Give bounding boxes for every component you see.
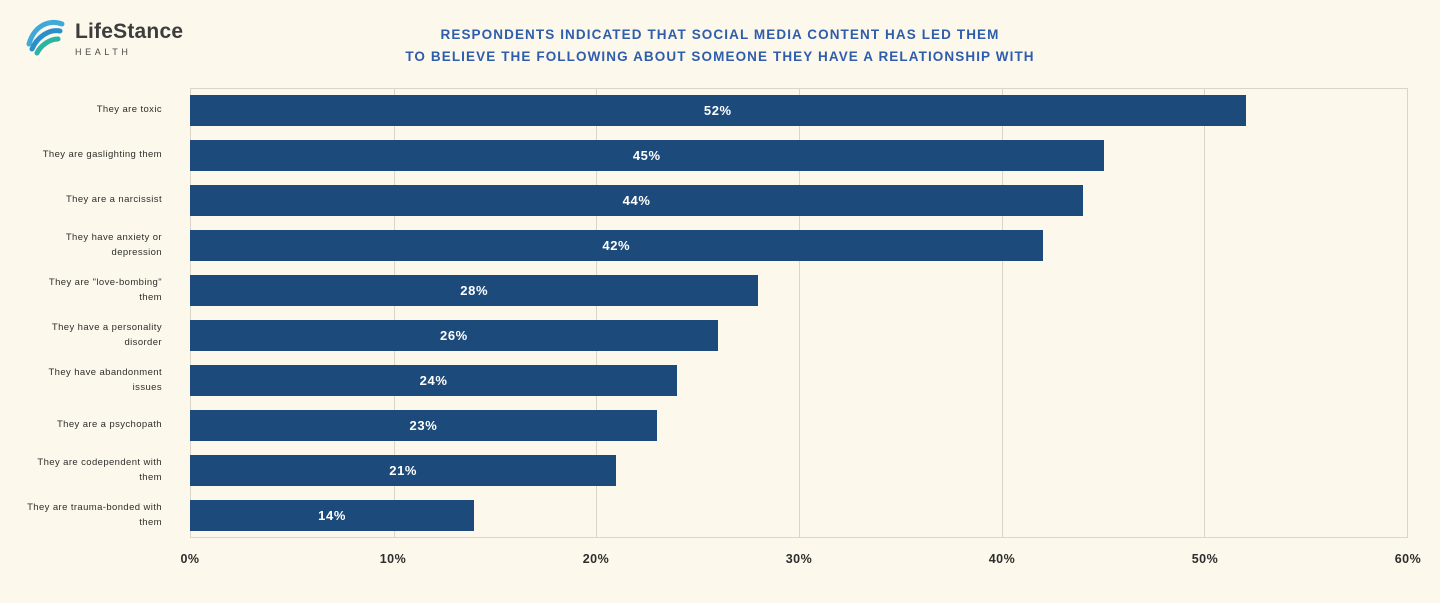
bar: 42% — [190, 230, 1043, 261]
x-axis: 0% 10% 20% 30% 40% 50% 60% — [180, 538, 1420, 578]
bar-track: 28% — [190, 275, 1408, 306]
bar-track: 23% — [190, 410, 1408, 441]
gridline — [1204, 89, 1206, 537]
chart-title-line2: TO BELIEVE THE FOLLOWING ABOUT SOMEONE T… — [405, 49, 1035, 64]
gridline — [799, 89, 800, 537]
chart-row: They have abandonment issues 24% — [25, 358, 1408, 403]
bar: 14% — [190, 500, 475, 531]
bar: 52% — [190, 95, 1246, 126]
chart-row: They have a personality disorder 26% — [25, 313, 1408, 358]
gridlines — [190, 88, 1408, 538]
category-label: They are toxic — [96, 104, 162, 116]
bar-track: 21% — [190, 455, 1408, 486]
category-label: They are a psychopath — [56, 419, 162, 431]
bar-value-label: 23% — [409, 418, 438, 433]
lifestance-logo-icon — [22, 16, 66, 61]
category-label: They are gaslighting them — [42, 149, 162, 161]
bar: 24% — [190, 365, 678, 396]
bar-track: 44% — [190, 185, 1408, 216]
gridline — [1001, 89, 1003, 537]
chart-row: They are gaslighting them 45% — [25, 133, 1408, 178]
bar-track: 52% — [190, 95, 1408, 126]
bar-value-label: 26% — [439, 328, 468, 343]
gridline — [596, 89, 598, 537]
chart-rows: They are toxic 52% They are gaslighting th… — [25, 88, 1408, 538]
category-label: They have abandonment issues — [48, 366, 162, 393]
x-axis-tick: 50% — [1191, 552, 1219, 566]
bar-value-label: 42% — [602, 238, 631, 253]
x-axis-tick: 40% — [988, 552, 1016, 566]
chart-row: They are toxic 52% — [25, 88, 1408, 133]
category-label: They have anxiety or depression — [65, 231, 162, 258]
chart-row: They are "love-bombing" them 28% — [25, 268, 1408, 313]
bar-value-label: 52% — [703, 103, 732, 118]
logo-name: LifeStance — [75, 20, 184, 43]
bar-value-label: 44% — [622, 193, 651, 208]
bar: 45% — [190, 140, 1104, 171]
chart-row: They are a psychopath 23% — [25, 403, 1408, 448]
bar: 23% — [190, 410, 657, 441]
chart-row: They are trauma-bonded with them 14% — [25, 493, 1408, 538]
x-axis-tick: 10% — [379, 552, 407, 566]
bar-track: 45% — [190, 140, 1408, 171]
bar-track: 26% — [190, 320, 1408, 351]
category-label: They have a personality disorder — [51, 321, 162, 348]
bar-value-label: 24% — [419, 373, 448, 388]
chart-title-line1: RESPONDENTS INDICATED THAT SOCIAL MEDIA … — [440, 27, 1000, 42]
x-axis-tick: 0% — [180, 552, 200, 566]
bar-value-label: 28% — [460, 283, 489, 298]
bar-chart: They are toxic 52% They are gaslighting th… — [25, 88, 1421, 578]
logo-text: LifeStance HEALTH — [75, 20, 183, 57]
chart-row: They have anxiety or depression 42% — [25, 223, 1408, 268]
header: LifeStance HEALTH RESPONDENTS INDICATED … — [0, 0, 1440, 88]
gridline — [393, 89, 395, 537]
bar: 44% — [190, 185, 1084, 216]
chart-plot-area: They are toxic 52% They are gaslighting th… — [25, 88, 1408, 538]
bar: 26% — [190, 320, 718, 351]
chart-title: RESPONDENTS INDICATED THAT SOCIAL MEDIA … — [0, 0, 1440, 68]
bar: 28% — [190, 275, 759, 306]
category-label: They are "love-bombing" them — [48, 276, 162, 303]
chart-row: They are codependent with them 21% — [25, 448, 1408, 493]
x-axis-tick: 20% — [582, 552, 610, 566]
category-label: They are a narcissist — [65, 194, 162, 206]
category-label: They are codependent with them — [37, 456, 162, 483]
bar-value-label: 14% — [318, 508, 346, 523]
lifestance-logo: LifeStance HEALTH — [22, 16, 183, 61]
bar-track: 14% — [190, 500, 1408, 531]
bar-track: 24% — [190, 365, 1408, 396]
bar: 21% — [190, 455, 617, 486]
bar-value-label: 21% — [389, 463, 418, 478]
bar-track: 42% — [190, 230, 1408, 261]
chart-row: They are a narcissist 44% — [25, 178, 1408, 223]
logo-subtitle: HEALTH — [75, 47, 132, 57]
category-label: They are trauma-bonded with them — [27, 501, 162, 528]
x-axis-tick: 60% — [1394, 552, 1422, 566]
bar-value-label: 45% — [632, 148, 661, 163]
x-axis-tick: 30% — [785, 552, 813, 566]
